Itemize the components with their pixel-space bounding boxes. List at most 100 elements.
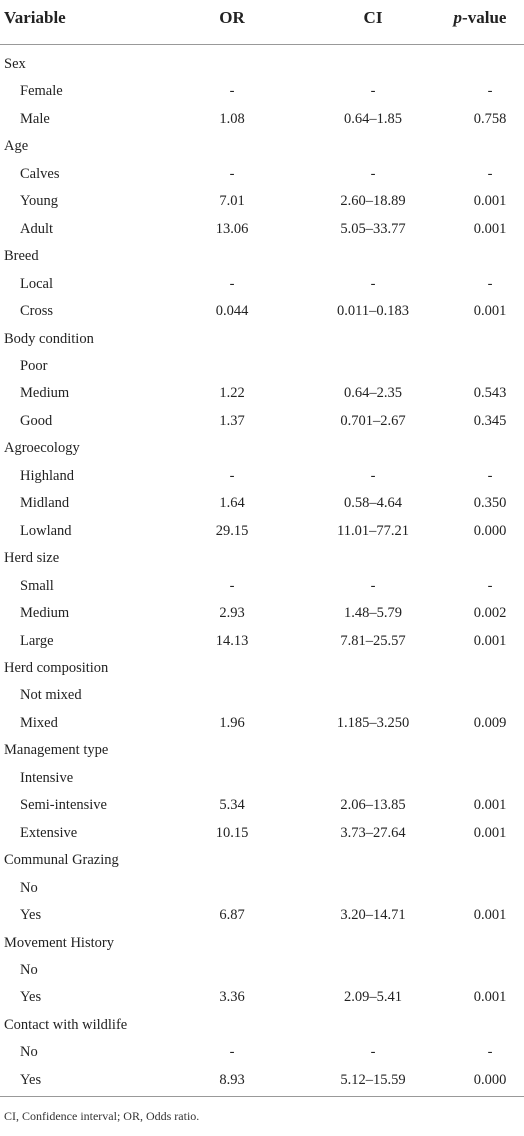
table-cell: 6.87 [219,907,245,924]
group-row: Herd size [0,545,524,572]
header-rest: -value [462,8,507,27]
table-cell: - [370,467,376,484]
table-cell: No [20,1044,38,1061]
table-cell: 1.08 [219,110,245,127]
table-cell: Medium [20,385,70,402]
bottom-rule [0,1096,524,1097]
table-cell: Male [20,110,50,127]
table-cell: Small [20,577,54,594]
table-cell: 0.543 [473,385,507,402]
table-cell: - [487,1044,493,1061]
header-cell: Variable [4,8,66,27]
table-row: Lowland 29.15 11.01–77.21 0.000 [0,518,524,545]
table-row: Intensive [0,765,524,792]
table-row: Male 1.08 0.64–1.85 0.758 [0,106,524,133]
table-cell: Lowland [20,522,72,539]
header-cell: CI [363,8,383,27]
table-cell: 5.05–33.77 [340,220,406,237]
group-row: Communal Grazing [0,847,524,874]
table-cell: - [229,83,235,100]
group-label: Agroecology [4,440,80,457]
group-row: Management type [0,737,524,764]
group-row: Herd composition [0,655,524,682]
table-row: Small - - - [0,573,524,600]
table-cell: 0.58–4.64 [344,495,402,512]
table-cell: - [229,577,235,594]
table-row: Medium 1.22 0.64–2.35 0.543 [0,380,524,407]
table-cell: 0.001 [473,220,507,237]
table-cell: - [487,165,493,182]
group-label: Management type [4,742,109,759]
table-cell: 1.37 [219,412,245,429]
table-cell: - [487,83,493,100]
table-cell: 3.36 [219,989,245,1006]
header-italic: p [453,8,463,27]
table-cell: - [229,1044,235,1061]
group-label: Herd size [4,550,60,567]
table-row: Young 7.01 2.60–18.89 0.001 [0,188,524,215]
table-cell: 0.701–2.67 [340,412,406,429]
table-row: Midland 1.64 0.58–4.64 0.350 [0,490,524,517]
group-row: Agroecology [0,435,524,462]
table-cell: 0.001 [473,632,507,649]
table-cell: - [487,467,493,484]
table-cell: 0.001 [473,303,507,320]
table-header: Variable OR CI p-value [0,0,524,45]
group-row: Contact with wildlife [0,1012,524,1039]
table-cell: Female [20,83,63,100]
group-label: Body condition [4,330,94,347]
table-cell: - [487,577,493,594]
group-row: Age [0,133,524,160]
group-label: Age [4,138,29,155]
table-cell: - [370,165,376,182]
table-cell: 29.15 [215,522,249,539]
group-label: Herd composition [4,659,109,676]
table-cell: 7.81–25.57 [340,632,406,649]
table-cell: 0.011–0.183 [337,303,409,320]
table-cell: 1.96 [219,714,245,731]
table-cell: Good [20,412,53,429]
header-cell: p-value [454,8,507,28]
table-cell: 11.01–77.21 [337,522,409,539]
group-row: Sex [0,51,524,78]
footnote: CI, Confidence interval; OR, Odds ratio. [4,1109,200,1123]
table-row: Highland - - - [0,463,524,490]
table-cell: Local [20,275,54,292]
table-cell: 2.09–5.41 [344,989,402,1006]
table-cell: 0.000 [473,522,507,539]
table-cell: 3.20–14.71 [340,907,406,924]
table-cell: 2.93 [219,605,245,622]
table-cell: - [487,275,493,292]
table-cell: 0.758 [473,110,507,127]
table-cell: 0.001 [473,797,507,814]
table-cell: Yes [20,989,42,1006]
table-cell: Young [20,193,59,210]
table-row: Semi-intensive 5.34 2.06–13.85 0.001 [0,792,524,819]
table-cell: 0.001 [473,989,507,1006]
table-cell: 5.12–15.59 [340,1071,406,1088]
table-row: Local - - - [0,271,524,298]
table-cell: - [229,165,235,182]
table-cell: 3.73–27.64 [340,824,406,841]
group-label: Contact with wildlife [4,1016,128,1033]
table-cell: Extensive [20,824,78,841]
table-row: Poor [0,353,524,380]
table-cell: 2.06–13.85 [340,797,406,814]
table-cell: 0.000 [473,1071,507,1088]
table-cell: No [20,879,38,896]
table-row: Yes 3.36 2.09–5.41 0.001 [0,984,524,1011]
table-cell: 1.48–5.79 [344,605,402,622]
table-cell: 0.350 [473,495,507,512]
table-row: Adult 13.06 5.05–33.77 0.001 [0,216,524,243]
table-row: Mixed 1.96 1.185–3.250 0.009 [0,710,524,737]
table-cell: 13.06 [215,220,249,237]
group-label: Communal Grazing [4,852,119,869]
table-cell: - [370,577,376,594]
table-cell: 0.64–1.85 [344,110,402,127]
table-row: No [0,957,524,984]
group-row: Body condition [0,326,524,353]
header-cell: OR [219,8,245,27]
table-row: Good 1.37 0.701–2.67 0.345 [0,408,524,435]
group-label: Sex [4,56,26,72]
